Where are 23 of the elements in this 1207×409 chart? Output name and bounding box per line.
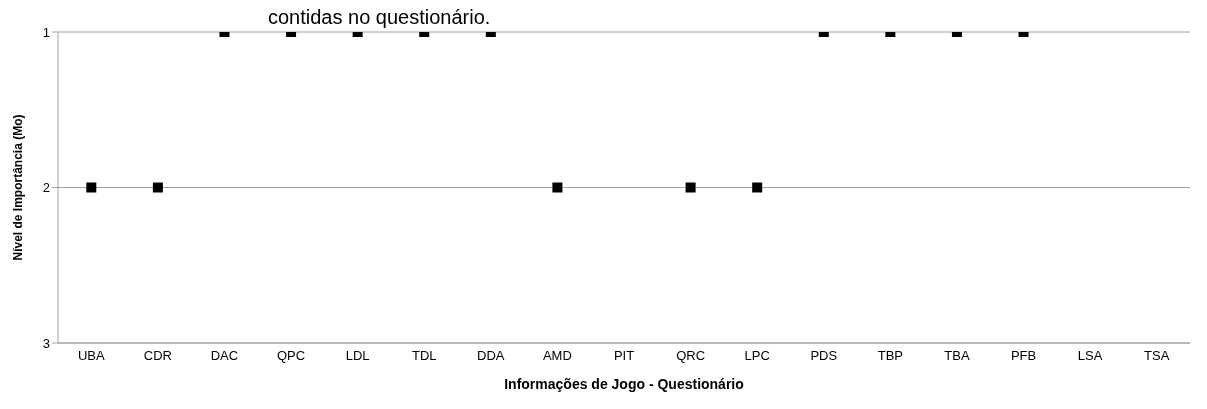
x-axis-title: Informações de Jogo - Questionário	[504, 376, 744, 392]
y-tick-label: 3	[42, 335, 50, 351]
x-tick-label: TBA	[944, 348, 970, 364]
x-tick-label: LPC	[744, 348, 770, 364]
x-tick-label: LDL	[345, 348, 370, 364]
x-tick-label: LSA	[1077, 348, 1103, 364]
x-tick-label: AMD	[542, 348, 572, 364]
x-tick-label: TSA	[1144, 348, 1170, 364]
y-tick-label: 1	[42, 24, 50, 40]
x-tick-label: PFB	[1010, 348, 1037, 364]
y-axis-title: Nível de Importância (Mo)	[11, 114, 26, 261]
x-tick-label: TDL	[411, 348, 437, 364]
x-tick-label: PIT	[613, 348, 635, 364]
x-tick-label: PDS	[810, 348, 838, 364]
x-tick-label: QRC	[676, 348, 706, 364]
x-tick-label: TBP	[877, 348, 903, 364]
x-tick-label: DAC	[210, 348, 239, 364]
x-tick-label: CDR	[143, 348, 172, 364]
y-tick-label: 2	[42, 180, 50, 196]
x-tick-label: QPC	[276, 348, 306, 364]
x-tick-label: DDA	[477, 348, 505, 364]
chart-title: contidas no questionário.	[268, 6, 491, 29]
x-tick-label: UBA	[77, 348, 105, 364]
